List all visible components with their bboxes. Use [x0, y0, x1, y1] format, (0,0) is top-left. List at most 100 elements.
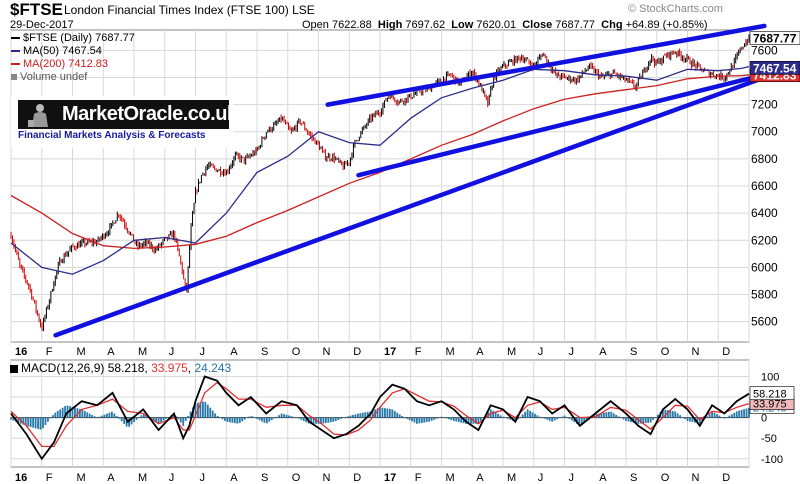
macd-hist-bar — [238, 417, 241, 423]
macd-hist-bar — [730, 414, 733, 418]
macd-x-tick-label: O — [292, 472, 301, 484]
macd-hist-bar — [679, 415, 682, 418]
macd-hist-bar — [56, 411, 59, 418]
macd-hist-bar — [49, 417, 52, 419]
price-x-tick-label: D — [722, 346, 730, 358]
macd-hist-bar — [408, 417, 411, 421]
macd-hist-bar — [189, 411, 192, 418]
price-y-tick-label: 6200 — [751, 233, 778, 247]
macd-hist-bar — [78, 408, 81, 418]
price-x-tick-label: O — [661, 346, 670, 358]
macd-hist-bar — [388, 408, 391, 418]
low-value: 7620.01 — [476, 19, 517, 31]
macd-hist-bar — [676, 413, 679, 418]
price-y-tick-label: 7600 — [751, 43, 778, 57]
price-y-tick-label: 6000 — [751, 260, 778, 274]
price-x-tick-label: M — [507, 346, 516, 358]
macd-hist-bar — [745, 408, 748, 418]
macd-hist-bar — [583, 417, 586, 423]
ma200-swatch — [11, 63, 20, 66]
macd-value: 58.218 — [107, 361, 145, 375]
macd-hist-bar — [725, 417, 728, 418]
macd-hist-bar — [433, 417, 436, 420]
macd-x-tick-label: A — [107, 472, 115, 484]
high-value: 7697.62 — [405, 19, 446, 31]
macd-x-tick-label: A — [230, 472, 238, 484]
macd-hist-bar — [580, 417, 583, 425]
macd-hist-bar — [521, 414, 524, 418]
macd-hist-bar — [748, 407, 750, 418]
macd-hist-bar — [184, 417, 187, 421]
ma50-value-tag-box — [749, 61, 800, 75]
macd-x-tick-label: N — [692, 472, 700, 484]
price-x-tick-label: J — [569, 346, 575, 358]
macd-value-tag: 58.218 — [753, 389, 787, 401]
macd-hist-bar — [201, 401, 204, 418]
ohlc-readout: Open 7622.88 High 7697.62 Low 7620.01 Cl… — [302, 19, 708, 31]
price-value-tag: 7687.77 — [753, 31, 797, 45]
macd-hist-bar — [735, 411, 738, 418]
macd-hist-bar — [54, 412, 57, 418]
price-x-tick-label: S — [261, 346, 268, 358]
macd-y-tick-label: -50 — [761, 433, 777, 445]
macd-x-tick-label: J — [538, 472, 544, 484]
macd-legend: MACD(12,26,9) 58.218, 33.975, 24.243 — [10, 361, 231, 375]
macd-signal-line — [10, 381, 750, 448]
macd-hist-bar — [740, 409, 743, 418]
macd-hist-bar — [723, 417, 726, 419]
macd-hist-bar — [120, 417, 123, 422]
macd-hist-bar — [17, 417, 20, 423]
macd-hist-bar — [605, 412, 608, 418]
macd-hist-bar — [81, 409, 84, 418]
macd-hist-bar — [172, 413, 175, 418]
macd-hist-bar — [86, 412, 89, 418]
price-x-tick-label: A — [230, 346, 238, 358]
price-x-tick-label: F — [46, 346, 53, 358]
lower-channel-trendline — [356, 72, 767, 178]
macd-hist-bar — [689, 417, 691, 422]
macd-hist-bar — [216, 415, 219, 418]
macd-hist-bar — [546, 417, 549, 420]
close-label: Close — [522, 19, 553, 31]
macd-hist-bar — [157, 417, 160, 424]
macd-hist-bar — [337, 417, 340, 421]
macd-hist-bar — [602, 412, 605, 418]
price-y-tick-label: 7000 — [751, 125, 778, 139]
macd-hist-bar — [450, 417, 453, 421]
macd-hist-bar — [691, 417, 694, 423]
macd-hist-bar — [123, 417, 126, 424]
price-value-tag-box — [749, 31, 800, 45]
macd-hist-bar — [366, 411, 369, 418]
macd-x-tick-label: 17 — [384, 472, 396, 484]
stockcharts-watermark: © StockCharts.com — [628, 3, 723, 15]
price-y-tick-label: 7200 — [751, 98, 778, 112]
macd-hist-bar — [477, 417, 480, 424]
macd-hist-bar — [578, 417, 581, 426]
macd-x-tick-label: M — [507, 472, 516, 484]
macd-hist-bar — [743, 409, 745, 418]
macd-hist-bar — [529, 410, 531, 418]
macd-hist-bar — [275, 416, 278, 418]
macd-hist-bar — [39, 417, 42, 430]
macd-hist-bar — [347, 416, 349, 418]
macd-hist-bar — [728, 415, 731, 418]
macd-hist-bar — [61, 407, 64, 418]
logo-subtitle: Financial Markets Analysis & Forecasts — [18, 130, 206, 141]
macd-hist-bar — [610, 411, 613, 418]
symbol-label: $FTSE — [10, 0, 63, 19]
macd-hist-bar — [152, 417, 155, 421]
macd-hist-bar — [413, 417, 416, 423]
price-x-tick-label: A — [599, 346, 607, 358]
macd-y-tick-label: 100 — [761, 371, 779, 383]
macd-hist-bar — [263, 417, 266, 423]
macd-hist-bar — [71, 406, 74, 418]
macd-hist-bar — [733, 412, 736, 418]
price-x-tick-label: F — [415, 346, 422, 358]
legend-ma50-text: MA(50) 7467.54 — [23, 45, 102, 57]
macd-x-tick-label: F — [46, 472, 53, 484]
macd-hist-bar — [716, 414, 718, 418]
signal-value: 33.975 — [151, 361, 188, 375]
macd-hist-bar — [98, 416, 101, 418]
macd-hist-bar — [617, 416, 620, 418]
macd-hist-bar — [162, 417, 165, 421]
